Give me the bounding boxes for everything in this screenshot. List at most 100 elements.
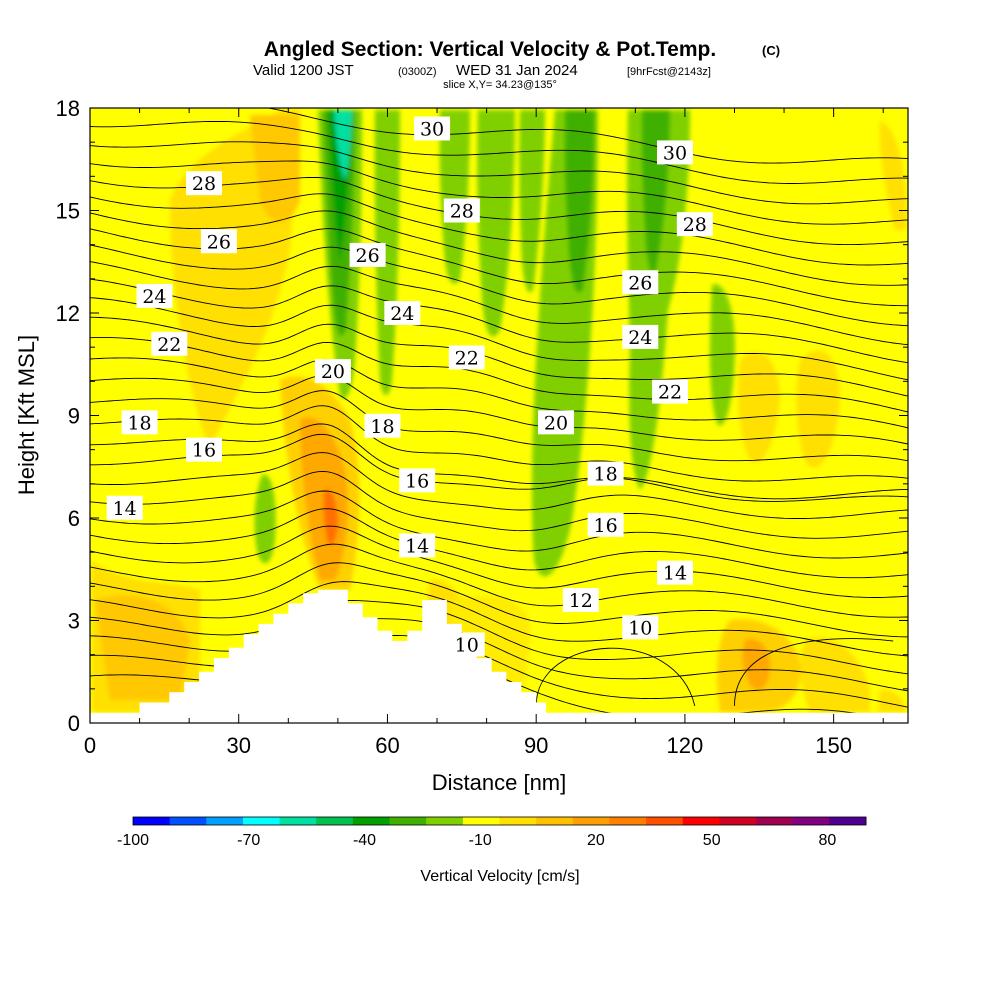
theta-label-text: 26: [207, 231, 231, 253]
theta-label-box: [106, 495, 143, 520]
theta-label-box: [622, 324, 659, 349]
theta-label: 14: [399, 533, 436, 558]
colorbar-swatch: [133, 817, 171, 825]
theta-label-text: 28: [192, 173, 216, 195]
field-region: [878, 689, 906, 712]
colorbar-swatch: [572, 817, 610, 825]
y-tick-label: 0: [68, 711, 80, 736]
theta-label-text: 24: [628, 327, 652, 349]
theta-contour-line: [90, 244, 908, 327]
theta-label-text: 26: [628, 272, 652, 294]
y-tick-label: 18: [56, 96, 80, 121]
colorbar-frame: [132, 816, 867, 826]
theta-label-box: [562, 588, 599, 612]
theta-label-text: 18: [127, 412, 151, 434]
theta-label-box: [136, 283, 173, 308]
colorbar-swatch: [169, 817, 207, 825]
theta-contour-line: [90, 433, 908, 500]
colorbar-swatch: [719, 817, 757, 825]
theta-label-box: [587, 512, 624, 537]
theta-label-box: [448, 345, 485, 370]
theta-contour-line: [90, 176, 908, 246]
theta-contour-line: [90, 141, 908, 205]
colorbar-tick-label: 20: [587, 832, 605, 849]
theta-contour-line: [90, 562, 908, 638]
field-region: [800, 637, 870, 712]
theta-label: 22: [151, 331, 188, 356]
theta-label: 26: [622, 270, 659, 295]
theta-contour-line: [90, 470, 908, 539]
colorbar-swatch: [279, 817, 317, 825]
theta-contour-line: [90, 390, 908, 462]
theta-label: 30: [656, 140, 693, 165]
theta-label-text: 18: [370, 416, 394, 438]
theta-label-box: [587, 461, 624, 486]
theta-label-box: [314, 359, 351, 384]
theta-label-text: 16: [192, 440, 216, 462]
colorbar-tick-label: 50: [703, 832, 721, 849]
field-region: [519, 110, 545, 293]
colorbar-swatch: [206, 817, 244, 825]
theta-label-box: [151, 331, 188, 356]
theta-contour-line: [90, 508, 908, 579]
colorbar-tick-label: -40: [353, 832, 376, 849]
field-region: [254, 474, 276, 564]
colorbar-swatch: [316, 817, 354, 825]
theta-label-box: [200, 229, 237, 254]
field-region: [879, 120, 907, 230]
theta-contour-line: [265, 108, 908, 164]
field-region: [334, 110, 352, 180]
theta-label-text: 18: [593, 464, 617, 486]
colorbar-label: Vertical Velocity [cm/s]: [420, 868, 579, 885]
chart-title: Angled Section: Vertical Velocity & Pot.…: [264, 38, 716, 61]
theta-contour-line: [90, 337, 908, 413]
theta-labels: 30 30 28 28 28 26 26 26 24 24 24 22 22 22 20 20 18 18 18 16…: [106, 116, 713, 657]
field-region: [738, 352, 780, 463]
theta-label: 10: [448, 632, 485, 657]
colorbar-tick-label: -100: [117, 832, 149, 849]
colorbar-swatch: [646, 817, 684, 825]
valid-prefix: Valid 1200 JST: [253, 62, 354, 79]
theta-label: 16: [186, 437, 223, 462]
colorbar-swatch: [389, 817, 427, 825]
theta-contour-line: [90, 543, 908, 618]
theta-label-text: 20: [544, 412, 568, 434]
theta-label: 14: [656, 560, 693, 585]
theta-label: 28: [676, 212, 713, 237]
colorbar-tick-label: -10: [469, 832, 492, 849]
theta-contour-line: [90, 210, 908, 286]
theta-contour-line: [90, 525, 908, 598]
colorbar-swatch: [756, 817, 794, 825]
theta-label-text: 28: [683, 214, 707, 236]
field-region: [796, 350, 840, 468]
slice-info: slice X,Y= 34.23@135°: [443, 79, 557, 91]
theta-label-box: [443, 198, 480, 223]
theta-label-box: [656, 560, 693, 585]
y-tick-label: 12: [56, 301, 80, 326]
y-tick-label: 15: [56, 199, 80, 224]
colorbar-swatch: [792, 817, 830, 825]
theta-label: 24: [622, 324, 659, 349]
valid-date: WED 31 Jan 2024: [456, 62, 578, 79]
theta-label-text: 22: [157, 334, 181, 356]
theta-contour-line: [90, 357, 908, 429]
theta-label-text: 30: [420, 119, 444, 141]
colorbar-swatch: [499, 817, 537, 825]
theta-label: 20: [314, 359, 351, 384]
theta-contour-line: [90, 452, 908, 519]
theta-contour-line: [90, 121, 908, 184]
theta-contour-line: [90, 193, 908, 266]
theta-contour-line: [90, 278, 908, 364]
theta-label-text: 12: [569, 590, 593, 612]
theta-label: 28: [443, 198, 480, 223]
theta-label-text: 24: [390, 303, 414, 325]
theta-label-box: [364, 413, 401, 438]
theta-label-text: 14: [113, 498, 137, 520]
valid-forecast: [9hrFcst@2143z]: [627, 66, 711, 78]
theta-label-box: [652, 379, 689, 404]
x-tick-label: 90: [524, 733, 548, 758]
theta-label-box: [538, 410, 575, 435]
theta-label-box: [186, 171, 223, 196]
theta-label-text: 20: [321, 361, 345, 383]
colorbar-swatch: [609, 817, 647, 825]
